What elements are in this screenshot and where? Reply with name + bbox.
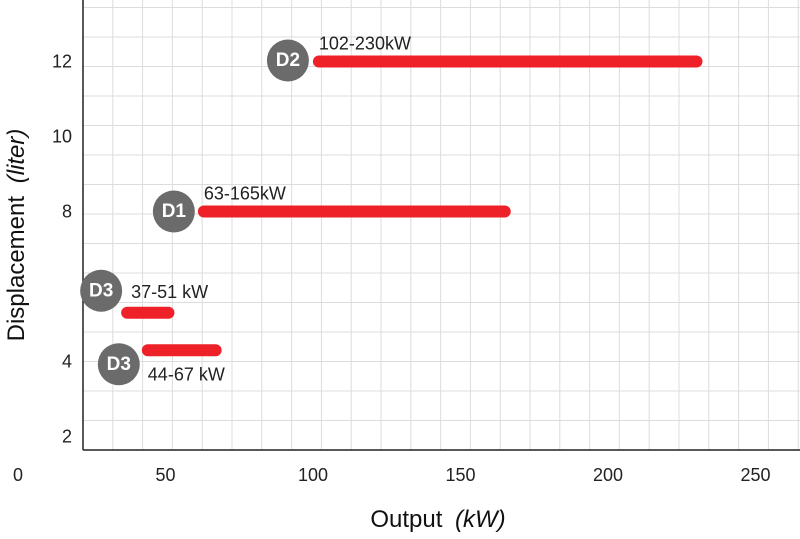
chart-axes	[82, 0, 800, 451]
range-value-label: 37-51 kW	[131, 282, 208, 302]
x-axis-unit: (kW)	[455, 506, 506, 533]
model-badge	[80, 269, 123, 312]
x-tick-label: 150	[445, 465, 475, 485]
model-badge-label: D3	[107, 354, 131, 375]
x-tick-label: 250	[740, 465, 770, 485]
model-badge	[97, 343, 140, 386]
model-badge-label: D2	[276, 50, 300, 71]
range-d3: D3 44-67 kW	[97, 343, 225, 386]
model-badge-label: D3	[89, 280, 113, 301]
range-d1: D1 63-165kW	[152, 184, 511, 233]
y-axis-label: Displacement	[3, 196, 30, 342]
range-d2: D2 102-230kW	[266, 34, 703, 82]
model-badge	[266, 39, 309, 82]
model-badge	[152, 190, 195, 233]
y-axis-unit: (liter)	[3, 129, 30, 184]
y-tick-label: 4	[62, 352, 72, 372]
range-d3: D3 37-51 kW	[80, 269, 208, 319]
model-badge-label: D1	[162, 201, 187, 222]
range-value-label: 63-165kW	[204, 184, 286, 204]
y-axis-title: Displacement (liter)	[3, 129, 30, 342]
x-axis-label: Output	[370, 506, 442, 533]
x-tick-label: 100	[298, 465, 328, 485]
x-tick-label: 200	[593, 465, 623, 485]
x-tick-label: 0	[13, 465, 23, 485]
y-tick-label: 12	[52, 52, 72, 72]
chart-grid	[83, 0, 800, 450]
x-axis-title: Output (kW)	[370, 506, 505, 533]
y-tick-label: 10	[52, 127, 72, 147]
tick-labels: 0 50 100 150 200 250 2 4 8 10 12	[13, 52, 771, 486]
y-tick-label: 8	[62, 202, 72, 222]
y-tick-label: 2	[62, 427, 72, 447]
range-value-label: 44-67 kW	[148, 364, 225, 384]
x-tick-label: 50	[155, 465, 175, 485]
range-value-label: 102-230kW	[319, 34, 411, 54]
range-bars: D2 102-230kW D1 63-165kW D3 37-51 kW D3 44-67 k…	[80, 34, 703, 386]
